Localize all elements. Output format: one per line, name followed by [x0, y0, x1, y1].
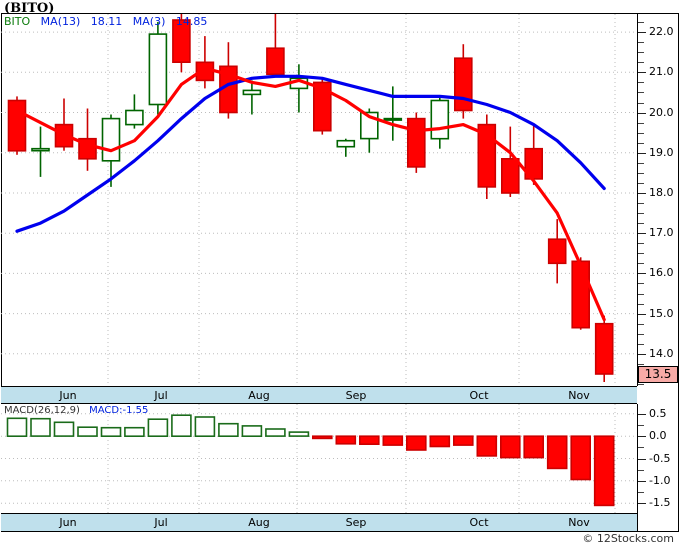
macd-value: MACD:-1.55: [89, 405, 149, 416]
macd-plot: [1, 404, 637, 513]
macd-axis-label: -1.0: [649, 473, 671, 487]
price-axis-tick: [638, 192, 646, 194]
price-axis-minor-tick: [638, 333, 644, 335]
price-axis-label: 16.0: [649, 266, 674, 280]
price-axis-tick: [638, 273, 646, 275]
macd-axis-minor-tick: [638, 425, 644, 426]
price-axis-minor-tick: [638, 253, 644, 255]
price-axis-minor-tick: [638, 223, 644, 225]
month-label-macd: Aug: [248, 516, 270, 529]
price-axis-minor-tick: [638, 243, 644, 245]
price-axis-minor-tick: [638, 323, 644, 325]
price-axis-minor-tick: [638, 384, 644, 385]
price-axis-label: 20.0: [649, 105, 674, 119]
macd-axis-label: -0.5: [649, 451, 671, 465]
page-title: (BITO): [4, 1, 55, 16]
month-label-price: Jul: [154, 389, 168, 402]
price-axis-minor-tick: [638, 263, 644, 265]
price-axis-minor-tick: [638, 162, 644, 164]
price-axis-minor-tick: [638, 102, 644, 104]
price-axis-tick: [638, 72, 646, 74]
month-label-macd: Oct: [469, 516, 489, 529]
macd-axis-tick: [638, 436, 646, 438]
last-price-tag: 13.5: [638, 365, 678, 383]
macd-legend: MACD(26,12,9) MACD:-1.55: [4, 405, 154, 416]
legend-ma13-value: 18.11: [90, 15, 123, 28]
macd-axis-tick: [638, 458, 646, 460]
price-axis-minor-tick: [638, 62, 644, 64]
month-label-macd: Jun: [59, 516, 77, 529]
month-label-price: Jun: [59, 389, 77, 402]
price-axis-tick: [638, 152, 646, 154]
price-axis-minor-tick: [638, 182, 644, 184]
price-axis-minor-tick: [638, 283, 644, 285]
price-axis-label: 21.0: [649, 65, 674, 79]
price-axis-minor-tick: [638, 293, 644, 295]
price-chart-pane[interactable]: [1, 14, 637, 386]
price-axis-minor-tick: [638, 52, 644, 54]
macd-axis-label: 0.5: [649, 406, 667, 420]
legend-ma3-value: 14.85: [175, 15, 208, 28]
price-axis-minor-tick: [638, 42, 644, 44]
month-label-macd: Sep: [345, 516, 367, 529]
price-axis-minor-tick: [638, 172, 644, 174]
candle-series: [7, 14, 614, 382]
macd-chart-pane[interactable]: [1, 404, 637, 513]
macd-axis-minor-tick: [638, 492, 644, 493]
month-label-price: Sep: [345, 389, 367, 402]
price-axis-label: 19.0: [649, 145, 674, 159]
price-axis-minor-tick: [638, 122, 644, 124]
price-axis-minor-tick: [638, 142, 644, 144]
price-axis-minor-tick: [638, 22, 644, 23]
macd-axis-tick: [638, 413, 646, 415]
price-axis-tick: [638, 32, 646, 34]
price-plot: [1, 14, 637, 386]
legend-ma3-label: MA(3): [132, 15, 166, 28]
price-axis-minor-tick: [638, 303, 644, 305]
price-axis-minor-tick: [638, 343, 644, 345]
macd-axis-tick: [638, 503, 646, 505]
price-axis-tick: [638, 353, 646, 355]
macd-title: MACD(26,12,9): [4, 405, 80, 416]
price-axis-label: 18.0: [649, 185, 674, 199]
price-axis: 22.0 21.0 20.0 19.0 18.0 17.0 16.0 15.0 14.0: [637, 14, 678, 386]
price-axis-label: 14.0: [649, 346, 674, 360]
price-axis-label: 15.0: [649, 306, 674, 320]
price-axis-tick: [638, 112, 646, 114]
price-axis-minor-tick: [638, 92, 644, 94]
price-axis-label: 22.0: [649, 25, 674, 39]
legend-symbol: BITO: [4, 15, 31, 28]
macd-axis-minor-tick: [638, 469, 644, 471]
month-label-macd: Nov: [568, 516, 590, 529]
price-axis-label: 17.0: [649, 226, 674, 240]
price-axis-minor-tick: [638, 363, 644, 365]
macd-histogram: [6, 414, 615, 507]
legend-ma13-label: MA(13): [40, 15, 81, 28]
month-label-macd: Jul: [154, 516, 168, 529]
month-label-price: Oct: [469, 389, 489, 402]
price-axis-minor-tick: [638, 213, 644, 215]
macd-axis: 0.5 0.0 -0.5 -1.0 -1.5: [637, 404, 678, 531]
date-axis-macd: Jun Jul Aug Sep Oct Nov: [1, 513, 637, 531]
month-label-price: Aug: [248, 389, 270, 402]
macd-axis-label: -1.5: [649, 496, 671, 510]
macd-axis-minor-tick: [638, 447, 644, 449]
macd-axis-tick: [638, 480, 646, 482]
macd-axis-label: 0.0: [649, 429, 667, 443]
price-axis-tick: [638, 313, 646, 315]
price-axis-minor-tick: [638, 82, 644, 84]
price-legend: BITO MA(13) 18.11 MA(3) 14.85: [4, 15, 214, 28]
price-axis-minor-tick: [638, 132, 644, 134]
date-axis-price: Jun Jul Aug Sep Oct Nov: [1, 386, 637, 404]
price-axis-tick: [638, 233, 646, 235]
price-axis-minor-tick: [638, 203, 644, 204]
month-label-price: Nov: [568, 389, 590, 402]
copyright-footer: © 12Stocks.com: [582, 532, 674, 545]
